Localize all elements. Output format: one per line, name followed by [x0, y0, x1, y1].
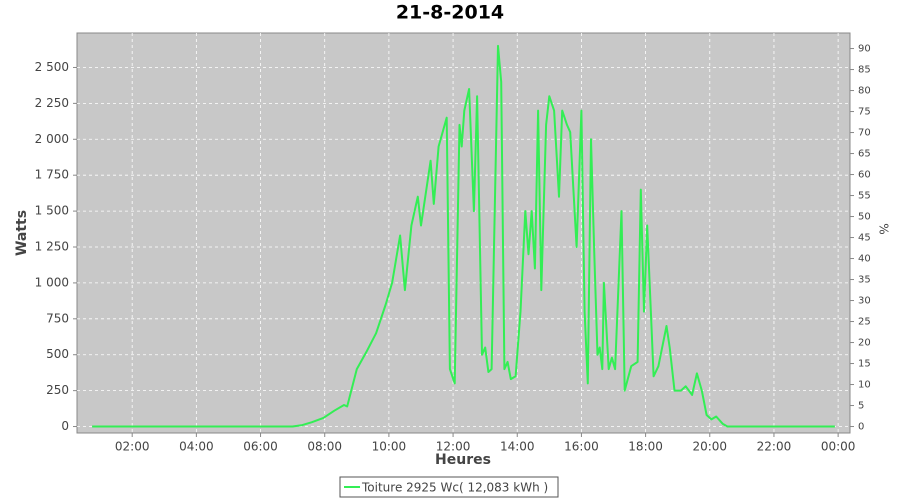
x-tick-label: 18:00 [628, 440, 663, 454]
x-tick-label: 10:00 [372, 440, 407, 454]
y2-tick-label: 85 [858, 65, 871, 76]
x-tick-label: 16:00 [564, 440, 599, 454]
marks [92, 44, 835, 428]
y2-tick-label: 0 [858, 422, 864, 433]
y-tick-label: 2 500 [35, 60, 69, 74]
grid [77, 33, 850, 433]
x-tick-label: 14:00 [500, 440, 535, 454]
y2-tick-label: 50 [858, 212, 871, 223]
y-tick-label: 0 [61, 419, 69, 433]
y-tick-label: 1 750 [35, 168, 69, 182]
y-tick-label: 250 [46, 383, 69, 397]
y2-tick-label: 40 [858, 254, 871, 265]
y2-tick-label: 5 [858, 401, 864, 412]
plot-area [76, 32, 851, 434]
y2-tick-label: 70 [858, 128, 871, 139]
legend-label: Toiture 2925 Wc( 12,083 kWh ) [361, 481, 548, 495]
y2-axis-label: % [877, 223, 891, 234]
x-tick-label: 02:00 [115, 440, 150, 454]
y-tick-label: 2 250 [35, 96, 69, 110]
x-axis-label: Heures [435, 452, 491, 468]
y-tick-label: 500 [46, 347, 69, 361]
y2-tick-label: 90 [858, 44, 871, 55]
chart-title: 21-8-2014 [396, 2, 504, 24]
y2-tick-label: 45 [858, 233, 871, 244]
y2-tick-label: 15 [858, 359, 871, 370]
y-tick-label: 1 000 [35, 275, 69, 289]
y-tick-label: 1 250 [35, 240, 69, 254]
y2-tick-label: 30 [858, 296, 871, 307]
y2-tick-label: 75 [858, 107, 871, 118]
y-tick-label: 2 000 [35, 132, 69, 146]
x-tick-label: 20:00 [692, 440, 727, 454]
x-tick-label: 22:00 [757, 440, 792, 454]
x-tick-label: 04:00 [179, 440, 214, 454]
x-tick-label: 08:00 [307, 440, 342, 454]
legend [339, 476, 559, 498]
series-line [92, 44, 835, 428]
y2-tick-label: 20 [858, 338, 871, 349]
x-tick-label: 12:00 [436, 440, 471, 454]
y2-tick-label: 25 [858, 317, 871, 328]
y-tick-label: 1 500 [35, 204, 69, 218]
y2-tick-label: 80 [858, 86, 871, 97]
x-tick-label: 00:00 [821, 440, 856, 454]
y2-tick-label: 55 [858, 191, 871, 202]
y-tick-label: 750 [46, 311, 69, 325]
y2-tick-label: 35 [858, 275, 871, 286]
x-tick-label: 06:00 [243, 440, 278, 454]
y2-tick-label: 60 [858, 170, 871, 181]
y2-tick-label: 10 [858, 380, 871, 391]
y-axis-label: Watts [14, 210, 30, 256]
y2-tick-label: 65 [858, 149, 871, 160]
